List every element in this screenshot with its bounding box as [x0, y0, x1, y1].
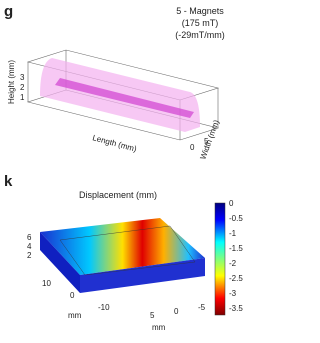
tick-label: 2: [27, 251, 32, 260]
y-ticks: 05: [190, 137, 209, 152]
axis-label: Height (mm): [7, 60, 16, 104]
annotation: 5 - Magnets (175 mT) (-29mT/mm): [175, 6, 225, 40]
tick-label: 0: [174, 307, 179, 316]
tick-label: -1.5: [229, 244, 243, 253]
plot-title: Displacement (mm): [79, 190, 157, 200]
tick-label: -10: [98, 303, 110, 312]
panel-label: k: [4, 173, 13, 190]
y-ticks: 10 0 -10: [42, 279, 110, 312]
tick-label: 0: [70, 291, 75, 300]
tick-label: 3: [20, 73, 25, 82]
annotation-line: (-29mT/mm): [175, 30, 225, 40]
tick-label: 2: [20, 83, 25, 92]
tick-label: 4: [27, 242, 32, 251]
z-ticks: 123: [20, 73, 25, 102]
tick-label: -2.5: [229, 274, 243, 283]
tick-label: -2: [229, 259, 237, 268]
x-ticks: 5 0 -5: [150, 303, 206, 320]
tick-label: -5: [198, 303, 206, 312]
tick-label: -3.5: [229, 304, 243, 313]
tick-label: -3: [229, 289, 237, 298]
tick-label: 5: [204, 137, 209, 146]
tick-label: 10: [42, 279, 51, 288]
unit-label: mm: [152, 323, 166, 332]
tick-label: 0: [229, 199, 234, 208]
panel-label: g: [4, 3, 13, 20]
tick-label: 6: [27, 233, 32, 242]
tick-label: -1: [229, 229, 237, 238]
colorbar: [214, 202, 226, 316]
z-ticks: 642: [27, 233, 32, 260]
axis-label: Length (mm): [91, 133, 137, 154]
axis-label: Width (mm): [198, 118, 221, 160]
figure: g 5 - Magnets (175 mT) (-29mT/mm) Height (…: [4, 3, 243, 332]
colorbar-ticks: 0 -0.5 -1 -1.5 -2 -2.5 -3 -3.5: [229, 199, 243, 313]
tick-label: 1: [20, 93, 25, 102]
trough-surface: [40, 218, 205, 293]
annotation-line: 5 - Magnets: [176, 6, 224, 16]
magnet-field-cloud: [40, 58, 200, 132]
tick-label: -0.5: [229, 214, 243, 223]
tick-label: 5: [150, 311, 155, 320]
tick-label: 0: [190, 143, 195, 152]
unit-label: mm: [68, 311, 82, 320]
annotation-line: (175 mT): [182, 18, 219, 28]
